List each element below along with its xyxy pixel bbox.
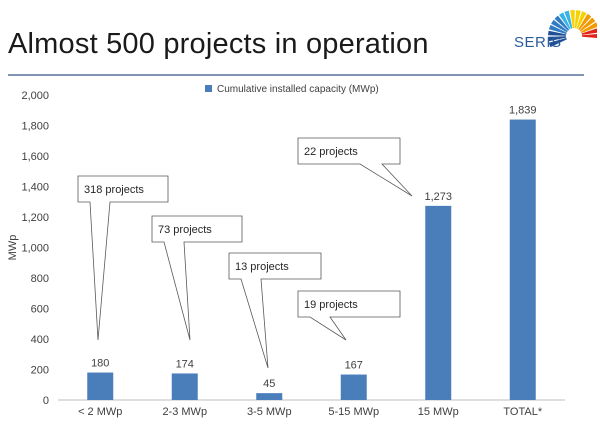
logo-ray [548,24,567,34]
logo-ray [554,15,570,31]
callout-box [228,252,322,369]
project-callout: 13 projects [228,252,322,369]
project-callout: 22 projects [297,137,413,197]
project-callout: 318 projects [77,175,169,341]
bar-value-label: 174 [176,358,194,370]
bar [340,374,367,400]
logo-ray [574,10,581,29]
bar [87,372,114,400]
callout-box [151,215,243,341]
y-tick-label: 800 [31,273,49,285]
y-tick-label: 0 [43,395,49,407]
y-tick-label: 1,600 [21,151,49,163]
logo-ray [578,13,592,30]
logo-ray [564,10,573,29]
category-label: 5-15 MWp [328,406,379,418]
logo-ray [551,19,568,33]
title-divider [8,74,584,76]
category-label: 3-5 MWp [247,406,292,418]
slide-title: Almost 500 projects in operation [8,28,429,60]
logo-ray [559,12,571,30]
logo-ray [548,36,567,42]
callout-text: 13 projects [235,261,289,273]
logo-ray [548,30,567,36]
logo-text: SERIS [514,34,562,51]
bar [171,373,198,400]
logo-ray [581,28,597,35]
bar [425,205,452,400]
callout-box [297,290,401,341]
logo-ray [548,38,567,48]
category-label: < 2 MWp [78,406,122,418]
seris-logo-icon [548,10,597,48]
y-axis-label: MWp [7,235,19,261]
y-tick-label: 2,000 [21,90,49,102]
logo-ray [582,33,597,39]
callout-text: 19 projects [304,299,358,311]
category-label: 15 MWp [418,406,459,418]
logo-ray [570,10,575,29]
callout-text: 318 projects [84,184,144,196]
y-tick-label: 1,200 [21,212,49,224]
project-callout: 19 projects [297,290,401,341]
callout-box [297,137,413,197]
category-label: TOTAL* [503,406,542,418]
y-tick-label: 1,400 [21,182,49,194]
bar-value-label: 45 [263,378,275,390]
y-tick-label: 1,000 [21,243,49,255]
y-tick-label: 1,800 [21,121,49,133]
callout-text: 22 projects [304,146,358,158]
bar [256,393,283,400]
y-tick-label: 200 [31,365,49,377]
bar [509,119,536,401]
bar-value-label: 1,839 [509,105,537,117]
y-tick-label: 400 [31,334,49,346]
category-label: 2-3 MWp [162,406,207,418]
legend-label: Cumulative installed capacity (MWp) [217,84,379,95]
legend-swatch [205,85,212,92]
logo-ray [580,22,597,34]
logo-ray [579,17,596,32]
callout-text: 73 projects [158,224,212,236]
callout-box [77,175,169,341]
logo-ray [576,11,587,29]
bar-value-label: 1,273 [424,191,452,203]
bar-value-label: 167 [345,360,363,372]
bar-value-label: 180 [91,358,109,370]
y-tick-label: 600 [31,304,49,316]
project-callout: 73 projects [151,215,243,341]
